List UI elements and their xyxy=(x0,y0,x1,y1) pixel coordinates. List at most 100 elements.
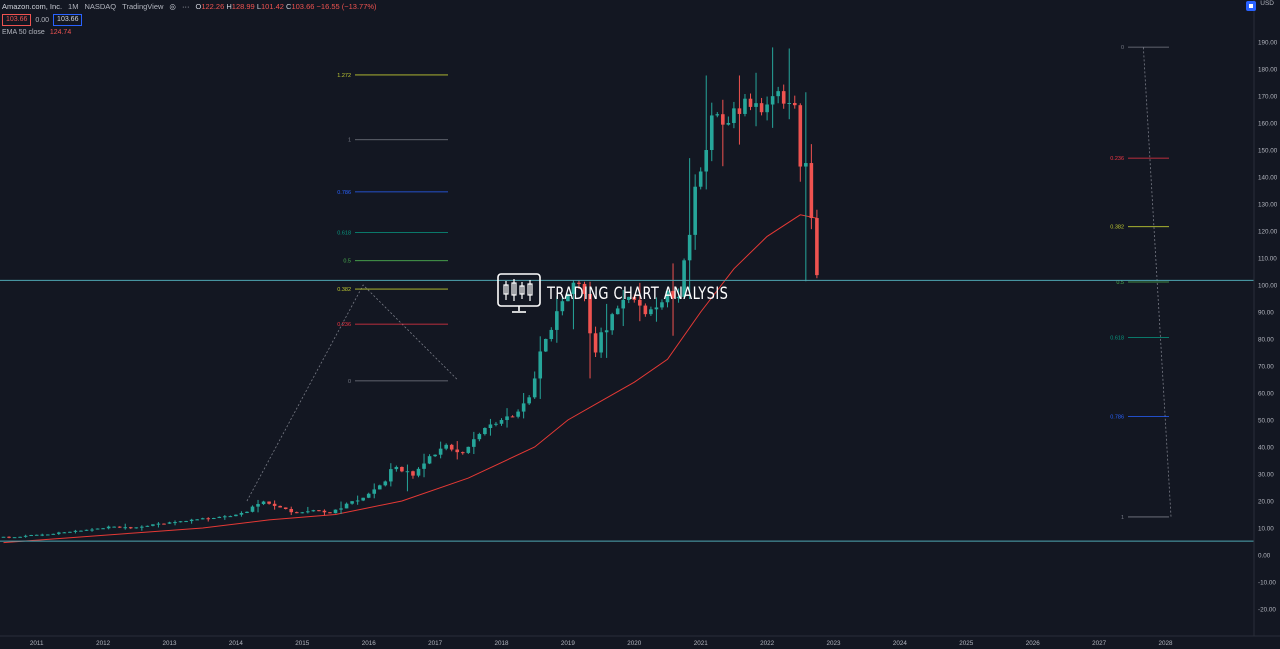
time-tick-label: 2028 xyxy=(1158,640,1173,647)
candle-body xyxy=(521,403,526,412)
candle-body xyxy=(732,108,736,123)
indicator-legend[interactable]: EMA 50 close 124.74 xyxy=(2,29,71,36)
candle-body xyxy=(29,535,33,537)
candle-body xyxy=(311,510,316,512)
fib-extension-label: 0.786 xyxy=(337,190,351,196)
price-tick-label: 70.00 xyxy=(1258,364,1274,371)
alert-badge-icon[interactable] xyxy=(1246,1,1256,11)
more-icon[interactable]: ··· xyxy=(181,1,190,11)
price-tick-label: -20.00 xyxy=(1258,607,1276,614)
chart-header: Amazon.com, Inc. 1M NASDAQ TradingView ◎… xyxy=(2,0,377,12)
candle-body xyxy=(383,481,388,486)
currency-label[interactable]: USD xyxy=(1260,0,1274,7)
candle-body xyxy=(416,468,421,476)
candle-body xyxy=(361,497,365,501)
candle-body xyxy=(549,329,554,339)
fib-retracement-tool: 0 0.236 0.382 0.5 0.618 0.786 1 xyxy=(1110,45,1172,521)
candle-body xyxy=(173,522,177,524)
price-tick-label: 60.00 xyxy=(1258,391,1274,398)
candle-body xyxy=(117,526,122,528)
candle-body xyxy=(289,509,294,513)
candle-body xyxy=(488,424,493,429)
fib-extension-label: 0.382 xyxy=(337,287,351,293)
price-tick-label: 160.00 xyxy=(1258,121,1278,128)
candle-body xyxy=(698,171,703,187)
candle-body xyxy=(272,503,277,506)
candle-body xyxy=(748,98,753,107)
candle-body xyxy=(709,115,714,151)
candle-body xyxy=(687,234,692,261)
candle-body xyxy=(538,351,543,379)
fib-extension-label: 1.272 xyxy=(337,73,351,79)
fib-retracement-label: 0.382 xyxy=(1110,225,1124,231)
fib-extension-label: 0.5 xyxy=(343,259,351,265)
candle-body xyxy=(123,527,128,529)
candle-body xyxy=(472,439,476,447)
eye-icon[interactable]: ◎ xyxy=(169,1,176,11)
candle-body xyxy=(405,471,410,473)
candle-body xyxy=(477,434,482,440)
candle-body xyxy=(228,516,233,518)
fib-retracement-label: 0 xyxy=(1121,45,1124,51)
candle-body xyxy=(643,305,648,315)
price-tick-label: 30.00 xyxy=(1258,472,1274,479)
price-tick-label: 130.00 xyxy=(1258,202,1278,209)
candle-body xyxy=(792,102,797,106)
candle-body xyxy=(615,308,620,315)
time-tick-label: 2024 xyxy=(893,640,908,647)
candle-body xyxy=(217,516,222,519)
candle-body xyxy=(676,296,681,299)
candle-body xyxy=(239,513,244,515)
candle-body xyxy=(560,301,565,312)
fib-retracement-label: 0.618 xyxy=(1110,336,1124,342)
candle-body xyxy=(499,420,504,424)
candle-body xyxy=(427,456,432,464)
candle-body xyxy=(339,508,343,510)
candle-body xyxy=(460,452,465,454)
data-source: TradingView xyxy=(122,1,164,11)
buy-button[interactable]: 103.66 xyxy=(53,14,83,26)
candle-body xyxy=(759,103,764,113)
candle-body xyxy=(12,537,17,539)
candle-body xyxy=(1,536,6,538)
candle-body xyxy=(57,532,61,534)
candle-body xyxy=(737,108,742,114)
candle-body xyxy=(18,536,22,538)
candle-body xyxy=(765,104,769,113)
candle-body xyxy=(68,531,72,533)
candle-body xyxy=(671,290,675,299)
interval[interactable]: 1M xyxy=(68,1,79,11)
symbol-name[interactable]: Amazon.com, Inc. xyxy=(2,1,63,11)
candle-body xyxy=(466,446,471,453)
candle-body xyxy=(23,535,28,537)
candle-body xyxy=(128,527,133,529)
fib-extension-trendline xyxy=(246,284,458,502)
monitor-candles-icon xyxy=(497,273,541,313)
price-tick-label: 90.00 xyxy=(1258,310,1274,317)
candle-body xyxy=(372,489,377,494)
candle-body xyxy=(51,533,56,535)
candle-body xyxy=(715,114,720,116)
fib-extension-label: 0.236 xyxy=(337,322,351,328)
fib-extension-label: 0.618 xyxy=(337,230,351,236)
candle-body xyxy=(411,471,415,476)
fib-retracement-label: 0.786 xyxy=(1110,414,1124,420)
candle-body xyxy=(505,416,509,421)
candlestick-layer xyxy=(1,47,819,539)
price-tick-label: 150.00 xyxy=(1258,148,1278,155)
candle-body xyxy=(73,530,78,532)
price-axis: -20.00 -10.00 0.00 10.00 20.00 30.00 40.00 50.0… xyxy=(1253,0,1280,649)
candle-body xyxy=(167,522,172,524)
candle-body xyxy=(40,534,45,536)
candle-body xyxy=(781,91,786,104)
sell-button[interactable]: 103.66 xyxy=(2,14,32,26)
candle-body xyxy=(770,96,775,105)
price-tick-label: 180.00 xyxy=(1258,67,1278,74)
candle-body xyxy=(366,493,371,498)
candle-body xyxy=(394,466,399,470)
candle-body xyxy=(195,519,199,521)
candle-body xyxy=(90,529,94,531)
candle-body xyxy=(400,466,404,472)
candle-body xyxy=(555,311,559,330)
